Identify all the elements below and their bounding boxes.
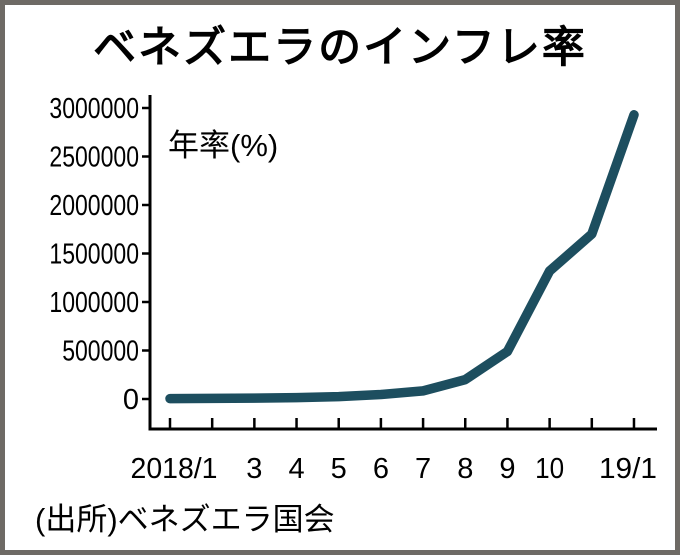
x-tick-label: 5 <box>331 453 347 485</box>
x-tick-label: 6 <box>373 453 389 485</box>
inflation-line-series <box>165 110 639 404</box>
x-tick-label: 2018/1 <box>131 453 218 485</box>
y-tick-label: 0 <box>123 384 139 416</box>
x-tick-label: 9 <box>499 453 515 485</box>
x-tick-label: 19/1 <box>599 453 657 485</box>
y-tick-label: 2000000 <box>49 190 139 222</box>
y-tick-label: 1500000 <box>49 239 139 271</box>
x-tick-label: 7 <box>415 453 431 485</box>
y-tick-label: 500000 <box>62 336 139 368</box>
y-tick-label: 3000000 <box>49 93 139 125</box>
source-note: (出所)ベネズエラ国会 <box>35 502 335 537</box>
x-tick-label: 10 <box>535 453 564 485</box>
y-tick-label: 1000000 <box>49 287 139 319</box>
x-tick-label: 8 <box>457 453 473 485</box>
y-unit-label: 年率(%) <box>168 128 279 163</box>
y-tick-label: 2500000 <box>49 142 139 174</box>
chart-title: ベネズエラのインフレ率 <box>93 24 587 72</box>
x-tick-label: 3 <box>246 453 262 485</box>
x-tick-label: 4 <box>288 453 304 485</box>
line-chart: 0 500000 1000000 1500000 2000000 2500000 30000… <box>49 93 657 485</box>
